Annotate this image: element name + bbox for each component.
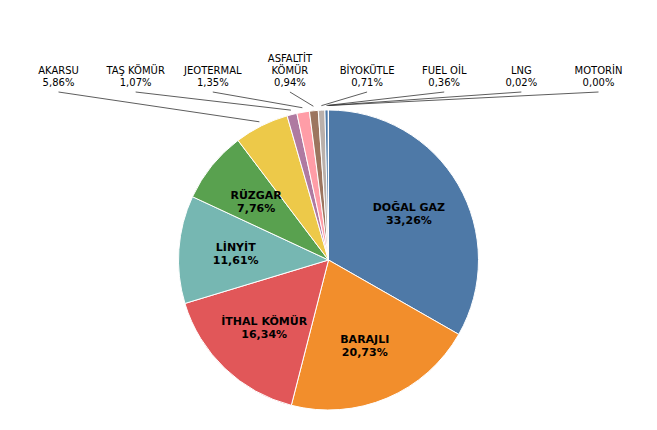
chart: DOĞAL GAZ33,26%BARAJLI20,73%İTHAL KÖMÜR1… — [0, 0, 657, 430]
value-label: 1,07% — [120, 77, 152, 88]
category-label-line: KÖMÜR — [272, 64, 309, 76]
slice — [309, 110, 328, 260]
labels: DOĞAL GAZ33,26%BARAJLI20,73%İTHAL KÖMÜR1… — [38, 52, 622, 359]
value-label: 16,34% — [241, 328, 287, 341]
value-label: 33,26% — [386, 214, 432, 227]
category-label: BİYOKÜTLE — [340, 64, 395, 76]
category-label-line: DOĞAL GAZ — [373, 201, 445, 214]
category-label: BARAJLI — [340, 333, 389, 346]
category-label: DOĞAL GAZ — [373, 201, 445, 214]
value-label: 0,71% — [351, 77, 383, 88]
category-label: JEOTERMAL — [183, 65, 242, 76]
category-label-line: RÜZGAR — [230, 188, 282, 202]
category-label: LNG — [511, 65, 532, 76]
category-label: RÜZGAR — [230, 188, 282, 202]
category-label-line: İTHAL KÖMÜR — [221, 314, 307, 328]
value-label: 0,36% — [428, 77, 460, 88]
slice — [328, 110, 329, 260]
category-label-line: BARAJLI — [340, 333, 389, 346]
category-label-line: AKARSU — [38, 65, 79, 76]
category-label: İTHAL KÖMÜR — [221, 314, 307, 328]
category-label: LİNYİT — [216, 240, 256, 254]
value-label: 20,73% — [342, 346, 388, 359]
category-label: TAŞ KÖMÜR — [105, 64, 165, 76]
leader-line — [213, 92, 303, 108]
category-label: MOTORİN — [575, 64, 623, 76]
leader-line — [328, 92, 521, 106]
pie — [178, 110, 478, 410]
category-label: ASFALTİTKÖMÜR — [268, 52, 313, 76]
category-label-line: JEOTERMAL — [183, 65, 242, 76]
leader-line — [136, 92, 291, 110]
slice — [325, 110, 329, 260]
category-label-line: BİYOKÜTLE — [340, 64, 395, 76]
category-label-line: TAŞ KÖMÜR — [105, 64, 165, 76]
category-label-line: FUEL OİL — [422, 64, 467, 76]
category-label: FUEL OİL — [422, 64, 467, 76]
slice — [328, 110, 329, 260]
leader-line — [329, 92, 599, 106]
value-label: 0,00% — [583, 77, 615, 88]
category-label-line: LNG — [511, 65, 532, 76]
value-label: 0,02% — [505, 77, 537, 88]
value-label: 7,76% — [237, 202, 275, 215]
leader-line — [59, 92, 260, 122]
category-label: AKARSU — [38, 65, 79, 76]
value-label: 5,86% — [43, 77, 75, 88]
value-label: 11,61% — [213, 254, 259, 267]
value-label: 1,35% — [197, 77, 229, 88]
slices — [178, 110, 478, 410]
category-label-line: LİNYİT — [216, 240, 256, 254]
category-label-line: ASFALTİT — [268, 52, 313, 64]
category-label-line: MOTORİN — [575, 64, 623, 76]
slice — [318, 110, 328, 260]
leader-line — [290, 92, 313, 106]
value-label: 0,94% — [274, 77, 306, 88]
